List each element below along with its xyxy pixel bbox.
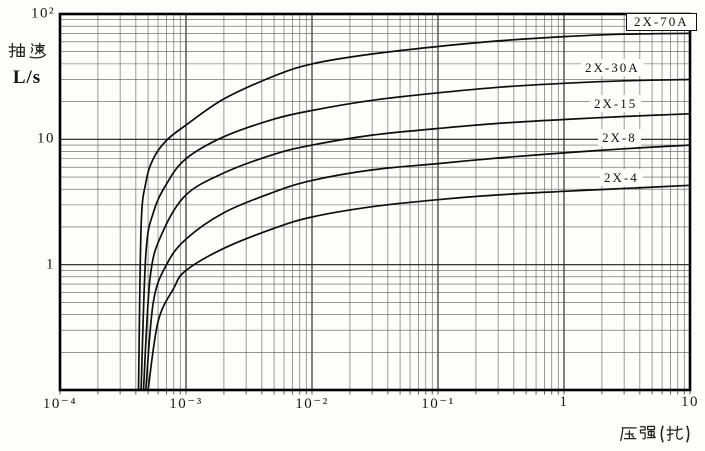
x-tick-label: 10⁻³ [169,396,203,412]
x-tick-label: 10⁻² [295,396,329,412]
x-axis-title [620,425,692,443]
close-paren-icon [686,425,690,443]
x-tick-label: 10⁻⁴ [42,396,78,412]
y-tick-label: 10² [31,5,55,22]
curve-2x-15 [142,112,691,391]
curve-label-2x-15: 2X-15 [590,95,642,112]
plot-frame [58,12,692,392]
curve-2x-30a [140,78,691,391]
x-tick-label: 10⁻¹ [421,396,455,412]
curve-2x-70a [137,32,691,391]
y-axis-unit-label: L/s [12,67,42,88]
x-tick-label: 10 [681,394,699,410]
cjk-glyph-qiang-icon [639,425,656,440]
cjk-glyph-ya-icon [620,427,637,442]
curve-label-2x-8: 2X-8 [598,129,641,146]
cjk-glyph-tuo-icon [666,425,684,441]
y-axis-title: L/s [2,42,52,89]
curve-2x-8 [144,144,691,391]
x-tick-label: 1 [559,394,569,410]
curve-label-2x-70a: 2X-70A [626,13,697,31]
curve-label-2x-30a: 2X-30A [581,59,644,76]
y-tick-label: 10 [37,130,55,147]
cjk-glyph-chou-icon [7,42,25,58]
curve-label-2x-4: 2X-4 [600,169,643,186]
y-tick-label: 1 [46,256,55,273]
open-paren-icon [660,425,664,443]
cjk-glyph-su-icon [28,42,46,59]
y-axis-title-cjk [2,42,52,60]
curve-2x-4 [147,184,691,391]
